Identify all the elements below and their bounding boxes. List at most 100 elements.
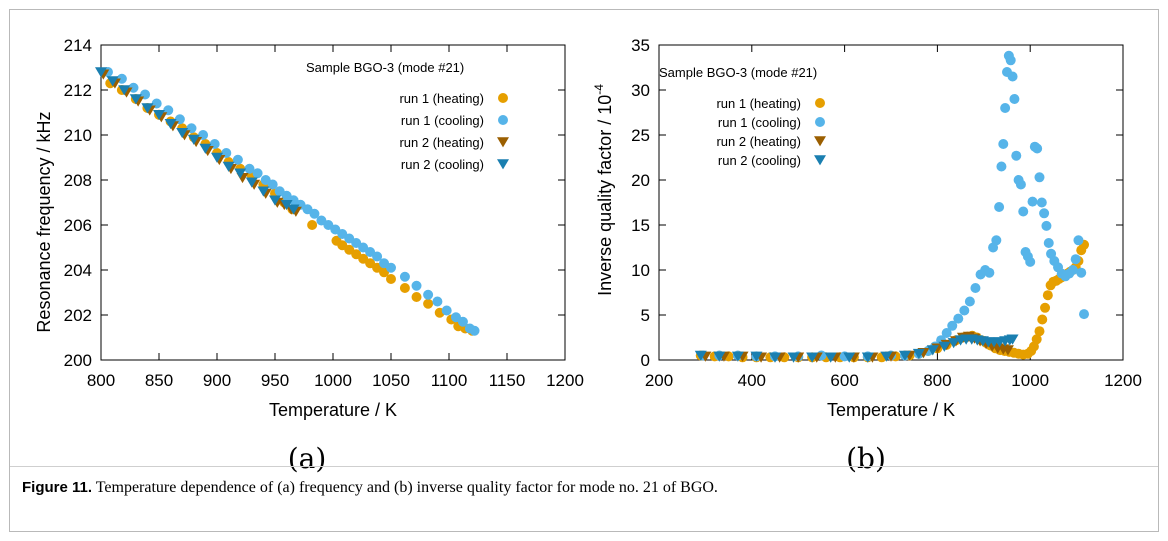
chart-a-point <box>267 179 278 190</box>
chart-a-point <box>441 305 452 316</box>
chart-b-legend-marker <box>815 117 825 127</box>
chart-a-xlabel: Temperature / K <box>269 400 397 420</box>
chart-b-point <box>938 341 951 352</box>
chart-a-point <box>187 134 200 145</box>
chart-a-xtick-label: 800 <box>87 371 115 390</box>
chart-a-legend-marker <box>497 137 509 148</box>
chart-b-point <box>1042 290 1053 301</box>
chart-b-point <box>1025 256 1036 267</box>
chart-b-point <box>1036 197 1047 208</box>
chart-a-ytick-label: 200 <box>64 351 92 370</box>
chart-b-xtick-label: 1000 <box>1011 371 1049 390</box>
chart-b-point <box>1032 143 1043 154</box>
chart-b-ytick-label: 25 <box>631 126 650 145</box>
chart-a-ytick-label: 214 <box>64 36 92 55</box>
chart-b-point <box>1031 334 1042 345</box>
chart-b-point <box>996 161 1007 172</box>
chart-a-point <box>399 271 410 282</box>
chart-a-point <box>129 94 142 105</box>
chart-b-point <box>1007 71 1018 82</box>
chart-a-ytick-label: 210 <box>64 126 92 145</box>
chart-b-xtick-label: 800 <box>923 371 951 390</box>
chart-a-legend-marker <box>498 115 508 125</box>
chart-b-point <box>1034 326 1045 337</box>
chart-a-point <box>164 118 177 130</box>
chart-a-xtick-label: 1000 <box>314 371 352 390</box>
chart-b-point <box>1006 334 1019 345</box>
chart-a-point <box>386 274 396 284</box>
chart-a: 800 850 900 950 1000 1050 1100 1150 1200 200 202 20… <box>64 36 584 390</box>
chart-b-ytick-label: 20 <box>631 171 650 190</box>
chart-a-point <box>232 154 243 165</box>
chart-a-xtick-label: 950 <box>261 371 289 390</box>
chart-a-point <box>386 262 396 273</box>
chart-a-point <box>176 127 189 139</box>
chart-b-point <box>1037 314 1048 325</box>
chart-b-point <box>947 320 958 331</box>
chart-b-ytick-label: 35 <box>631 36 650 55</box>
chart-b-point <box>1041 220 1052 231</box>
chart-a-xtick-label: 1050 <box>372 371 410 390</box>
chart-b-point <box>912 348 925 360</box>
chart-a-point <box>106 76 119 87</box>
chart-a-legend-label: run 2 (cooling) <box>401 157 484 172</box>
chart-b-legend-label: run 1 (heating) <box>716 96 801 111</box>
chart-b-point <box>1011 150 1022 161</box>
chart-a-ylabel: Resonance frequency / kHz <box>34 111 54 332</box>
caption-text: Temperature dependence of (a) frequency … <box>95 479 718 496</box>
figure-frame <box>9 9 1159 532</box>
chart-a-point <box>211 152 223 163</box>
chart-b-point <box>824 352 837 363</box>
chart-a-point <box>280 199 293 211</box>
chart-a-panel-label: (a) <box>288 442 327 475</box>
chart-a-point <box>423 289 434 300</box>
caption-label: Figure 11. <box>22 479 93 496</box>
figure-caption: Figure 11. Temperature dependence of (a)… <box>22 479 1142 497</box>
chart-b-xlabel: Temperature / K <box>827 400 955 420</box>
chart-a-plot-frame <box>100 44 566 361</box>
caption-separator <box>10 466 1158 467</box>
chart-b-legend-label: run 1 (cooling) <box>718 115 801 130</box>
chart-a-ytick-label: 208 <box>64 171 92 190</box>
chart-b-xtick-label: 200 <box>645 371 673 390</box>
chart-b-ytick-label: 5 <box>641 306 650 325</box>
chart-b-point <box>998 139 1009 149</box>
chart-a-point <box>128 82 139 93</box>
chart-a-series-4 <box>95 67 300 215</box>
chart-b-point <box>991 235 1002 246</box>
chart-a-xtick-label: 900 <box>203 371 231 390</box>
chart-a-ytick-label: 204 <box>64 261 92 280</box>
chart-b-point <box>787 352 800 363</box>
chart-a-point <box>411 292 422 302</box>
chart-a-point <box>423 298 434 309</box>
chart-b-point <box>984 267 995 278</box>
chart-a-point <box>457 316 468 327</box>
chart-b-point <box>861 352 874 363</box>
chart-a-xtick-label: 1100 <box>431 371 468 390</box>
chart-b-panel-label: (b) <box>846 442 886 475</box>
chart-a-point <box>411 280 422 291</box>
chart-a-xtick-label: 1200 <box>546 371 584 390</box>
chart-b-point <box>964 296 975 307</box>
chart-b-point <box>1000 103 1011 113</box>
chart-b-point <box>1067 265 1078 275</box>
chart-a-point <box>244 163 255 174</box>
chart-b-point <box>880 351 893 362</box>
chart-a-point <box>432 296 443 307</box>
chart-b-point <box>750 351 763 362</box>
chart-b: 200 400 600 800 1000 1200 0 5 10 15 20 25 30 35 run 1 … <box>631 36 1142 390</box>
chart-b-ylabel: Inverse quality factor / 10-4 <box>592 84 615 296</box>
chart-a-series-2 <box>102 67 480 336</box>
chart-b-series-4 <box>694 334 1019 363</box>
chart-b-point <box>953 313 964 324</box>
chart-b-point <box>947 338 960 349</box>
chart-a-ytick-label: 202 <box>64 306 92 325</box>
chart-a-point <box>252 168 263 179</box>
chart-a-legend-label: run 2 (heating) <box>399 135 484 150</box>
chart-b-legend-marker <box>815 98 825 108</box>
chart-b-point <box>1040 302 1051 313</box>
chart-b-title: Sample BGO-3 (mode #21) <box>659 65 817 80</box>
chart-a-ytick-label: 212 <box>64 81 92 100</box>
chart-b-point <box>1005 55 1016 66</box>
chart-b-xtick-label: 1200 <box>1104 371 1142 390</box>
